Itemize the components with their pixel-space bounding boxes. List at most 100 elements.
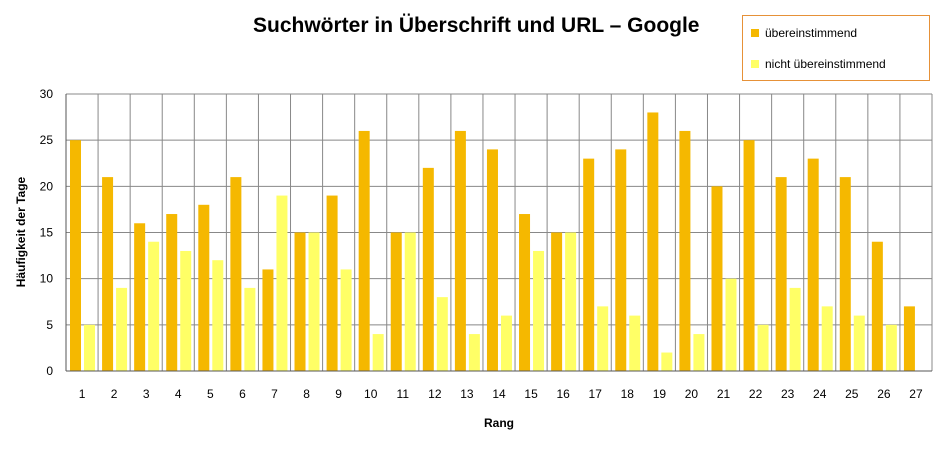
y-tick-labels: 0 5 10 15 20 25 30	[40, 87, 54, 378]
x-tick-label: 16	[556, 387, 570, 401]
bar-series-2-22	[757, 324, 769, 371]
bar-series-2-15	[533, 250, 545, 371]
x-tick-label: 26	[877, 387, 891, 401]
x-axis-title: Rang	[484, 416, 514, 430]
bar-series-1-3	[134, 223, 146, 371]
x-tick-label: 12	[428, 387, 442, 401]
x-tick-label: 23	[781, 387, 795, 401]
bar-series-2-25	[853, 315, 865, 371]
x-tick-label: 17	[589, 387, 603, 401]
y-tick-label: 25	[40, 133, 54, 147]
bar-series-1-7	[262, 269, 274, 371]
legend-swatch-series-2	[751, 60, 759, 68]
legend-label-series-1: übereinstimmend	[765, 26, 858, 40]
bar-series-1-21	[711, 186, 723, 371]
bar-series-1-20	[679, 130, 691, 371]
x-tick-label: 1	[79, 387, 86, 401]
bar-series-1-5	[198, 204, 210, 371]
bar-series-1-18	[615, 149, 627, 371]
x-tick-label: 6	[239, 387, 246, 401]
bar-series-2-24	[821, 306, 833, 371]
bar-series-2-5	[212, 260, 224, 371]
x-tick-label: 2	[111, 387, 118, 401]
bar-series-2-16	[565, 232, 577, 371]
bar-series-2-9	[340, 269, 352, 371]
x-tick-label: 9	[335, 387, 342, 401]
chart-title-text: Suchwörter in Überschrift und URL – Goog…	[253, 14, 700, 37]
x-tick-label: 3	[143, 387, 150, 401]
bar-series-2-14	[500, 315, 512, 371]
bar-series-2-13	[468, 334, 480, 371]
x-tick-label: 8	[303, 387, 310, 401]
y-axis-title: Häufigkeit der Tage	[14, 176, 28, 287]
bar-series-1-2	[102, 177, 114, 371]
y-tick-label: 20	[40, 179, 54, 193]
bar-series-1-14	[486, 149, 498, 371]
y-tick-label: 0	[46, 364, 53, 378]
bar-series-2-2	[116, 287, 128, 371]
bar-series-2-11	[404, 232, 416, 371]
grid-lines	[65, 93, 933, 372]
bar-series-1-17	[583, 158, 595, 371]
x-tick-label: 22	[749, 387, 763, 401]
x-tick-label: 10	[364, 387, 378, 401]
legend-swatch-series-1	[751, 29, 759, 37]
bar-series-1-1	[70, 140, 81, 371]
bar-series-1-22	[743, 140, 755, 371]
bar-series-1-27	[903, 306, 915, 371]
y-tick-label: 10	[40, 272, 54, 286]
x-tick-label: 19	[653, 387, 667, 401]
bar-series-1-16	[551, 232, 563, 371]
bar-series-2-1	[84, 324, 95, 371]
bar-series-2-21	[725, 278, 737, 371]
bar-series-2-19	[661, 352, 673, 371]
y-tick-label: 5	[46, 318, 53, 332]
bar-series-2-18	[629, 315, 641, 371]
bar-series-2-12	[436, 297, 448, 371]
x-tick-label: 11	[397, 387, 410, 401]
bar-series-2-10	[372, 334, 384, 371]
x-tick-label: 7	[271, 387, 278, 401]
bar-series-1-13	[454, 130, 466, 371]
y-tick-label: 30	[40, 87, 54, 101]
x-tick-label: 13	[460, 387, 474, 401]
x-tick-label: 18	[621, 387, 635, 401]
bar-series-1-6	[230, 177, 242, 371]
x-tick-label: 5	[207, 387, 214, 401]
bar-series-2-26	[885, 324, 897, 371]
bar-series-1-26	[871, 241, 883, 371]
bar-series-2-6	[244, 287, 256, 371]
x-tick-label: 25	[845, 387, 859, 401]
x-tick-label: 21	[717, 387, 731, 401]
bar-series-1-24	[807, 158, 819, 371]
bar-series-2-7	[276, 195, 288, 371]
bar-series-1-19	[647, 112, 659, 371]
x-tick-label: 14	[492, 387, 506, 401]
bar-series-1-10	[358, 130, 370, 371]
x-tick-label: 20	[685, 387, 699, 401]
bar-series-2-4	[180, 250, 192, 371]
bar-series-2-3	[148, 241, 160, 371]
bar-series-1-12	[422, 167, 434, 371]
legend-item-series-2: nicht übereinstimmend	[751, 57, 886, 71]
bar-series-1-23	[775, 177, 787, 371]
bar-series-1-9	[326, 195, 338, 371]
x-tick-labels: 1 2 3 4 5 6 7 8 9 10 11 12 13 14 15 16 17 18 19 20 21 22 23 24 2…	[79, 387, 923, 401]
bar-series-1-4	[166, 214, 178, 371]
bar-series-1-11	[390, 232, 402, 371]
legend: übereinstimmend nicht übereinstimmend	[742, 15, 930, 81]
bar-series-2-8	[308, 232, 320, 371]
legend-item-series-1: übereinstimmend	[751, 26, 858, 40]
bar-series-2-20	[693, 334, 705, 371]
x-tick-label: 24	[813, 387, 827, 401]
x-tick-label: 15	[524, 387, 538, 401]
x-tick-label: 27	[909, 387, 923, 401]
bar-series-1-25	[839, 177, 851, 371]
bars	[70, 112, 915, 371]
axes	[65, 94, 932, 372]
bar-series-2-23	[789, 287, 801, 371]
bar-series-1-15	[519, 214, 531, 371]
bar-series-1-8	[294, 232, 306, 371]
y-tick-label: 15	[40, 226, 54, 240]
